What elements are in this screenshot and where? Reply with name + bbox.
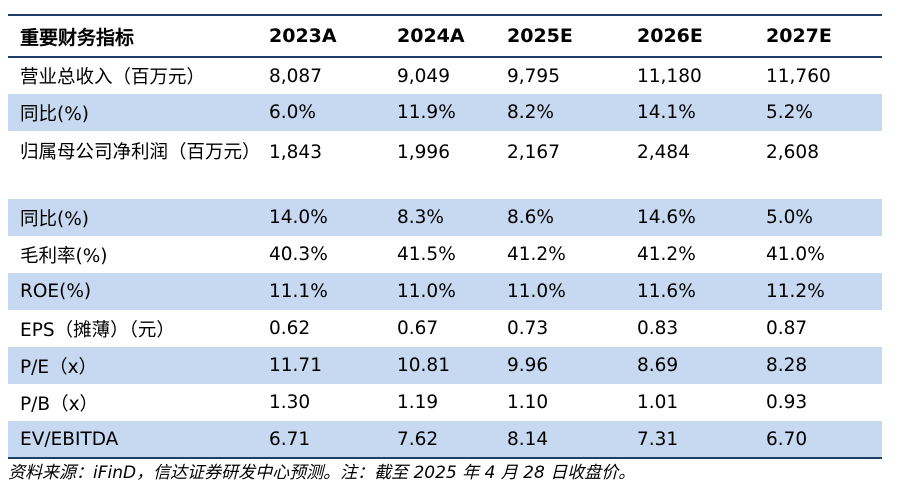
header-2024a: 2024A [397,25,465,47]
row-ev-ebitda: EV/EBITDA 6.71 7.62 8.14 7.31 6.70 [8,421,882,458]
cell-value: 8.6% [495,199,625,236]
row-net-profit: 归属母公司净利润（百万元） 1,843 1,996 2,167 2,484 2,… [8,131,882,199]
cell-value: 9.96 [495,347,625,384]
cell-value: 0.83 [637,318,679,339]
row-label: 毛利率(%) [20,245,108,267]
cell-value: 1,996 [397,142,450,163]
row-pe: P/E（x） 11.71 10.81 9.96 8.69 8.28 [8,347,882,384]
cell-value: 41.0% [766,244,825,265]
cell-value: 5.2% [754,94,882,131]
cell-value: 9,049 [397,65,450,87]
cell-value: 11.71 [257,347,385,384]
cell-value: 1.19 [397,392,439,413]
cell-value: 7.62 [385,421,495,458]
cell-value: 11.9% [385,94,495,131]
cell-value: 6.70 [754,421,882,458]
cell-value: 40.3% [269,244,328,265]
row-label: 同比(%) [8,94,257,131]
cell-value: 0.67 [397,318,439,339]
cell-value: 14.0% [257,199,385,236]
cell-value: 8.14 [495,421,625,458]
cell-value: 41.2% [637,244,696,265]
financial-indicators-table: 重要财务指标 2023A 2024A 2025E 2026E 2027E 营业总… [8,14,882,459]
cell-value: 14.6% [625,199,754,236]
header-2026e: 2026E [637,25,703,47]
cell-value: 14.1% [625,94,754,131]
row-label: 营业总收入（百万元） [20,67,206,88]
row-label: 同比(%) [8,199,257,236]
cell-value: 11,180 [637,65,702,87]
row-gross-margin: 毛利率(%) 40.3% 41.5% 41.2% 41.2% 41.0% [8,236,882,273]
row-label: 归属母公司净利润（百万元） [20,142,261,163]
cell-value: 6.0% [257,94,385,131]
cell-value: 0.62 [269,318,311,339]
row-total-revenue: 营业总收入（百万元） 8,087 9,049 9,795 11,180 11,7… [8,57,882,94]
row-label: ROE(%) [8,273,257,310]
row-roe: ROE(%) 11.1% 11.0% 11.0% 11.6% 11.2% [8,273,882,310]
cell-value: 1.30 [269,392,311,413]
cell-value: 8,087 [269,65,322,87]
table-header-row: 重要财务指标 2023A 2024A 2025E 2026E 2027E [8,15,882,57]
cell-value: 2,608 [766,142,819,163]
row-label: P/E（x） [8,347,257,384]
cell-value: 7.31 [625,421,754,458]
row-pb: P/B（x） 1.30 1.19 1.10 1.01 0.93 [8,384,882,421]
cell-value: 41.5% [397,244,456,265]
cell-value: 2,484 [637,142,690,163]
cell-value: 11.0% [495,273,625,310]
header-indicator: 重要财务指标 [20,26,135,49]
row-net-profit-yoy: 同比(%) 14.0% 8.3% 8.6% 14.6% 5.0% [8,199,882,236]
header-2025e: 2025E [507,25,573,47]
cell-value: 11.2% [754,273,882,310]
cell-value: 8.3% [385,199,495,236]
cell-value: 10.81 [385,347,495,384]
cell-value: 8.28 [754,347,882,384]
row-label: EPS（摊薄）（元） [20,319,175,341]
row-label: P/B（x） [20,393,99,415]
cell-value: 11.6% [625,273,754,310]
cell-value: 8.69 [625,347,754,384]
cell-value: 41.2% [507,244,566,265]
row-eps: EPS（摊薄）（元） 0.62 0.67 0.73 0.83 0.87 [8,310,882,347]
cell-value: 9,795 [507,65,560,87]
cell-value: 0.93 [766,392,808,413]
cell-value: 11,760 [766,65,831,87]
row-revenue-yoy: 同比(%) 6.0% 11.9% 8.2% 14.1% 5.2% [8,94,882,131]
cell-value: 0.73 [507,318,549,339]
header-2023a: 2023A [269,25,337,47]
cell-value: 2,167 [507,142,560,163]
cell-value: 6.71 [257,421,385,458]
cell-value: 8.2% [495,94,625,131]
cell-value: 1.01 [637,392,679,413]
header-2027e: 2027E [766,25,832,47]
cell-value: 11.1% [257,273,385,310]
row-label: EV/EBITDA [8,421,257,458]
cell-value: 1,843 [269,142,322,163]
cell-value: 11.0% [385,273,495,310]
cell-value: 0.87 [766,318,808,339]
source-footnote: 资料来源：iFinD，信达证券研发中心预测。注：截至 2025 年 4 月 28… [8,463,636,483]
cell-value: 5.0% [754,199,882,236]
cell-value: 1.10 [507,392,549,413]
